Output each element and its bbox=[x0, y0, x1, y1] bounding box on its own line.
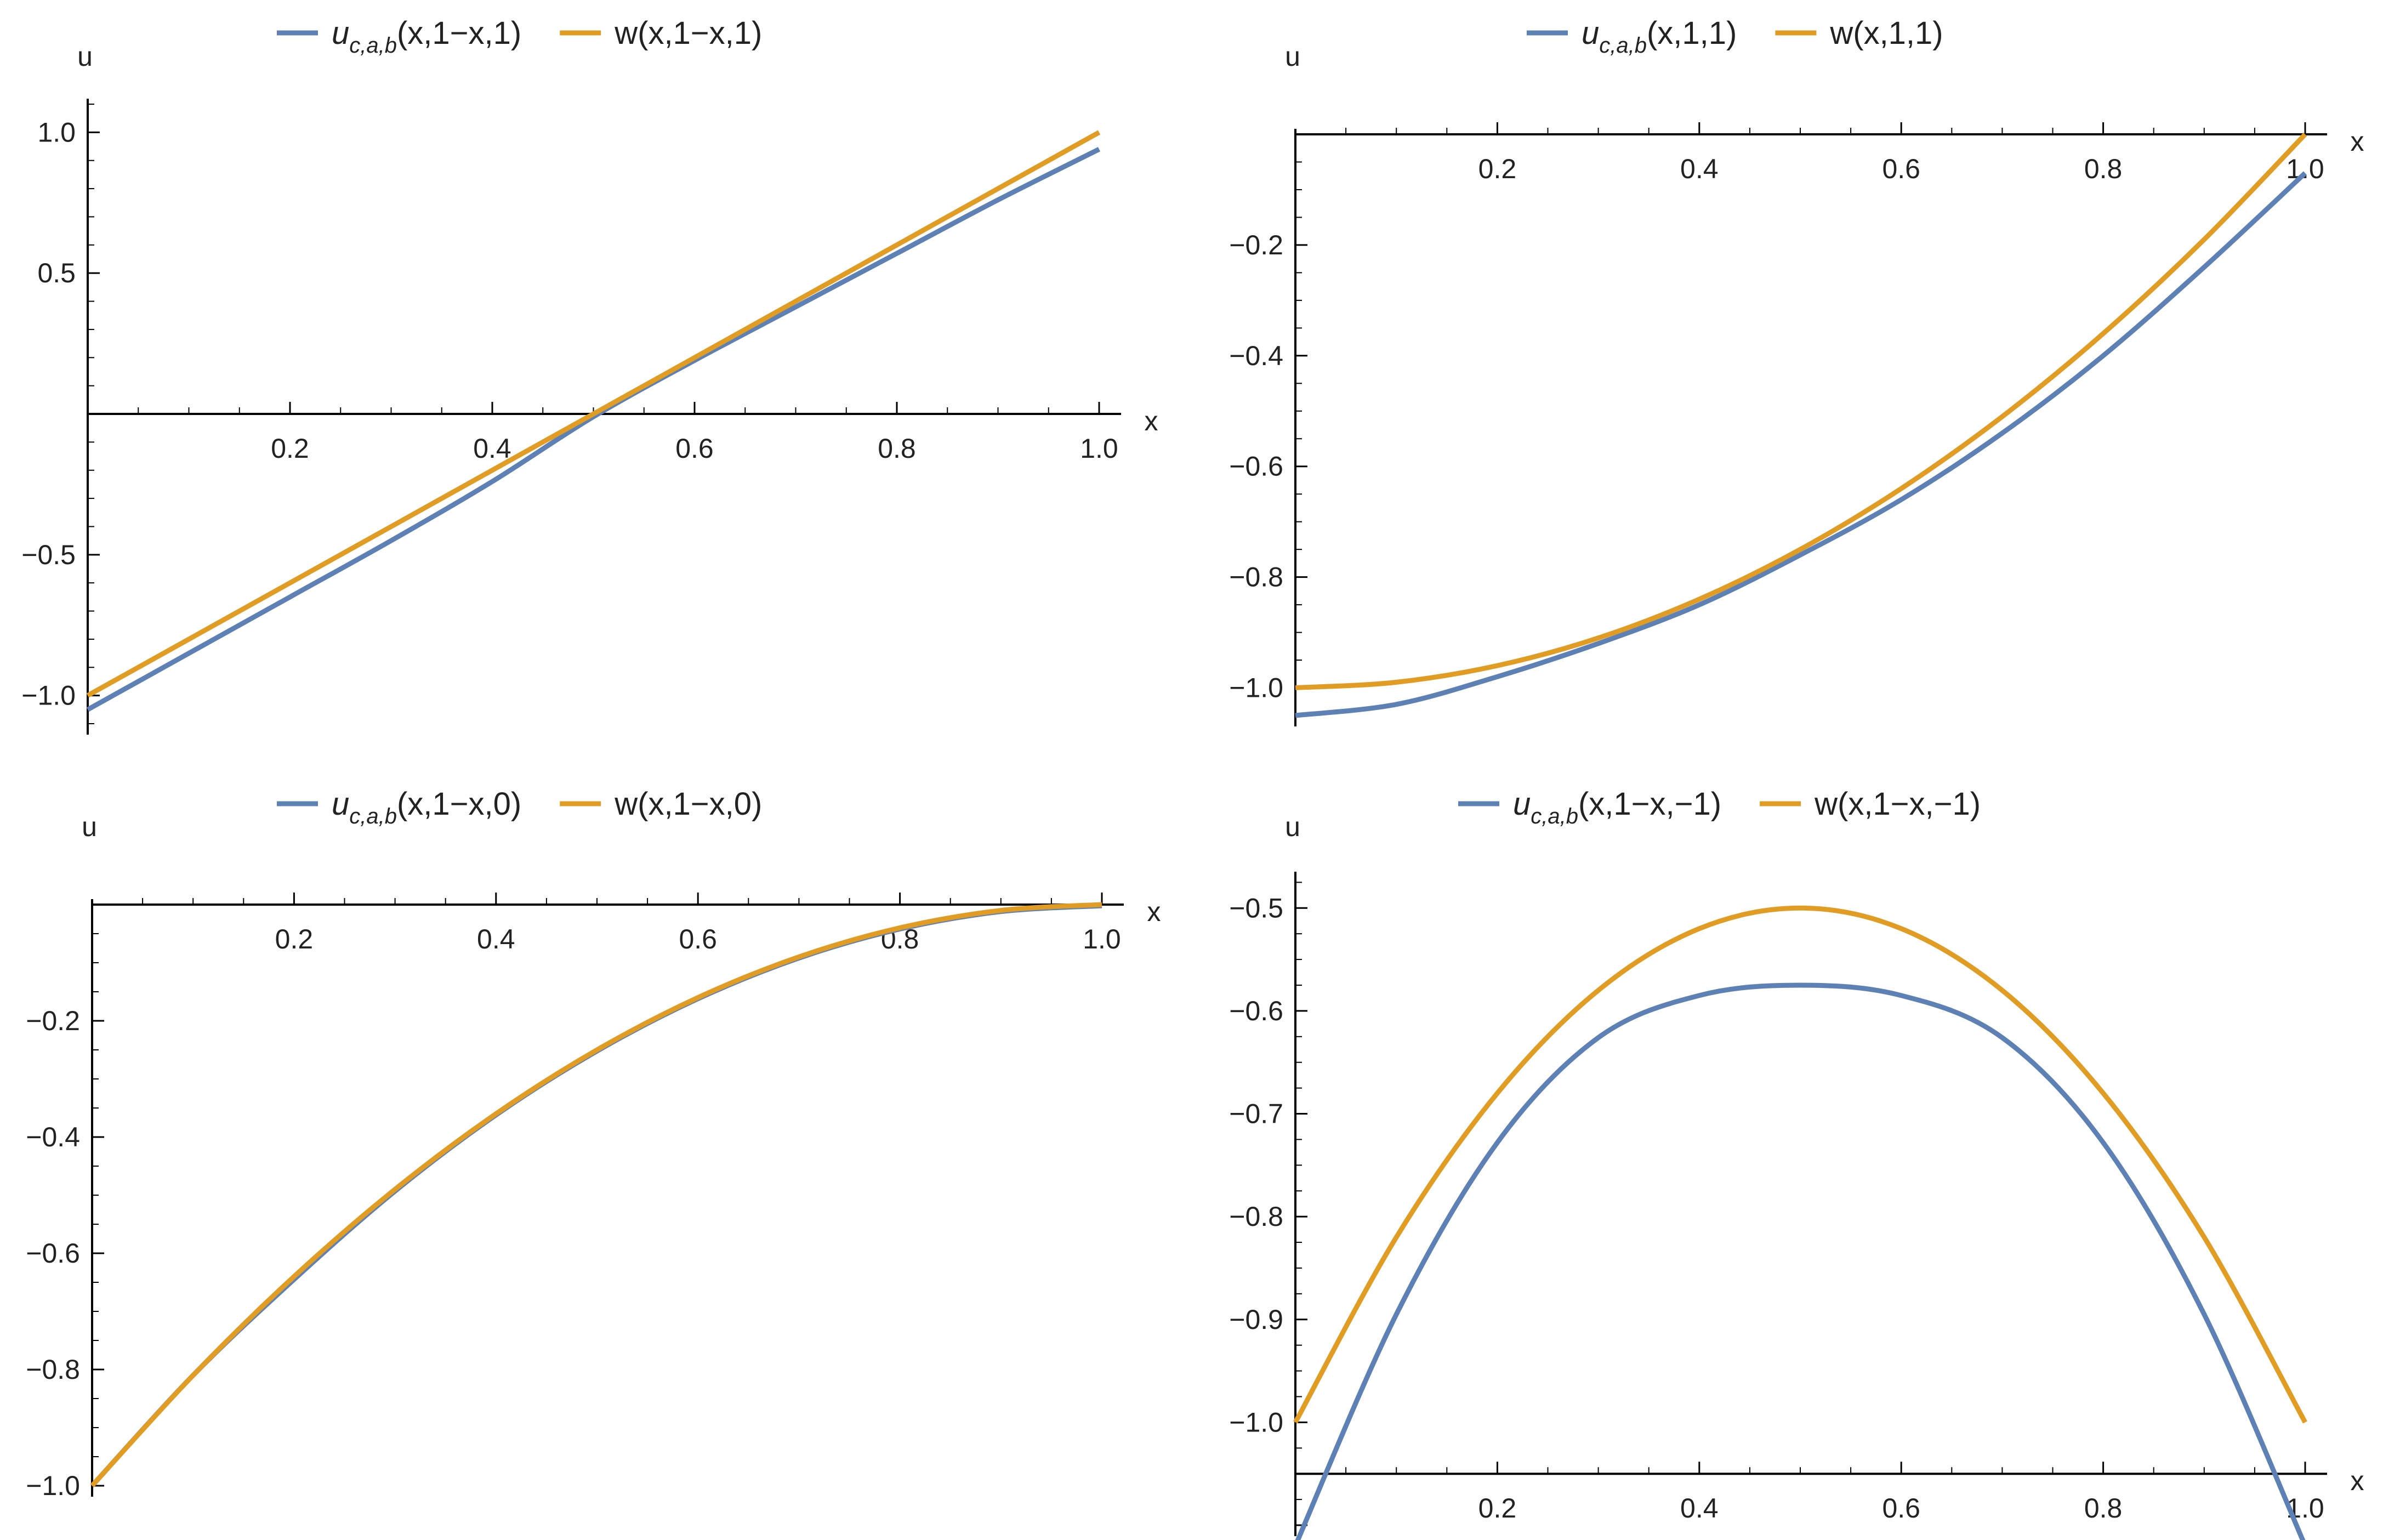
y-tick-label: 1.0 bbox=[37, 117, 76, 147]
x-tick-label: 0.2 bbox=[271, 433, 309, 464]
y-tick-label: −0.6 bbox=[1229, 451, 1283, 482]
x-tick-label: 1.0 bbox=[1083, 924, 1121, 954]
legend-subscript: c,a,b bbox=[349, 33, 397, 58]
series-line-w bbox=[86, 130, 1101, 698]
legend-entry: w(x,1−x,−1) bbox=[1814, 786, 1981, 822]
legend-entry: w(x,1,1) bbox=[1829, 15, 1943, 51]
legend-base: w bbox=[1829, 15, 1853, 51]
legend-entry: w(x,1−x,0) bbox=[614, 786, 762, 822]
series-line-w bbox=[90, 902, 1102, 1488]
legend-entry: uc,a,b(x,1−x,0) bbox=[332, 786, 521, 828]
y-tick-label: −0.4 bbox=[1229, 340, 1283, 371]
legend-entry: uc,a,b(x,1−x,1) bbox=[332, 15, 521, 58]
y-tick-label: −0.4 bbox=[26, 1122, 80, 1152]
x-tick-label: 0.6 bbox=[679, 924, 717, 954]
x-tick-label: 0.4 bbox=[473, 433, 511, 464]
x-tick-label: 0.2 bbox=[1478, 154, 1517, 184]
series-line-w bbox=[1295, 132, 2307, 690]
y-axis-label: u bbox=[77, 41, 93, 72]
x-tick-label: 0.4 bbox=[1680, 154, 1719, 184]
x-tick-label: 0.2 bbox=[1478, 1493, 1517, 1524]
series-line-u bbox=[90, 903, 1102, 1488]
legend-base: w bbox=[614, 786, 638, 822]
y-tick-label: −1.0 bbox=[1229, 673, 1283, 703]
y-tick-label: −0.2 bbox=[26, 1005, 80, 1036]
x-axis-label: x bbox=[2351, 126, 2364, 157]
legend-base: u bbox=[1582, 15, 1599, 51]
x-tick-label: 0.6 bbox=[1882, 154, 1920, 184]
legend-args: (x,1,1) bbox=[1647, 15, 1737, 51]
x-tick-label: 1.0 bbox=[1080, 433, 1118, 464]
legend-base: u bbox=[332, 15, 349, 51]
series-line-u bbox=[86, 147, 1101, 712]
y-tick-label: −0.6 bbox=[1229, 996, 1283, 1026]
y-tick-label: −0.9 bbox=[1229, 1304, 1283, 1335]
panel-bottom-left: 0.2 0.4 0.6 0.8 1.0−0.2−0.4−0.6−0.8−1.0xuuc,… bbox=[26, 786, 1161, 1501]
y-tick-label: −0.6 bbox=[26, 1238, 80, 1269]
y-tick-label: −1.0 bbox=[26, 1470, 80, 1501]
x-tick-label: 0.8 bbox=[878, 433, 916, 464]
legend-base: u bbox=[332, 786, 349, 822]
x-tick-label: 0.4 bbox=[477, 924, 515, 954]
x-axis-label: x bbox=[1145, 406, 1158, 436]
legend-args: (x,1−x,0) bbox=[638, 786, 762, 822]
x-tick-label: 0.4 bbox=[1680, 1493, 1719, 1524]
series-line-u bbox=[1295, 171, 2307, 718]
legend-subscript: c,a,b bbox=[349, 804, 397, 828]
y-tick-label: −0.7 bbox=[1229, 1099, 1283, 1129]
x-tick-label: 0.2 bbox=[275, 924, 314, 954]
legend-entry: uc,a,b(x,1,1) bbox=[1582, 15, 1737, 58]
y-tick-label: −0.8 bbox=[26, 1354, 80, 1385]
x-tick-label: 0.8 bbox=[2084, 154, 2123, 184]
legend-args: (x,1−x,0) bbox=[397, 786, 521, 822]
y-axis-label: u bbox=[1285, 41, 1300, 72]
y-tick-label: −0.8 bbox=[1229, 1201, 1283, 1232]
series-line-u bbox=[1295, 982, 2306, 1540]
panel-top-right: 0.2 0.4 0.6 0.8 1.0−0.2−0.4−0.6−0.8−1.0xuuc,… bbox=[1229, 15, 2364, 726]
legend-base: u bbox=[1513, 786, 1531, 822]
y-tick-label: 0.5 bbox=[37, 258, 76, 288]
y-tick-label: −1.0 bbox=[1229, 1407, 1283, 1437]
y-axis-label: u bbox=[82, 811, 97, 842]
legend-subscript: c,a,b bbox=[1531, 804, 1578, 828]
legend-args: (x,1−x,1) bbox=[638, 15, 762, 51]
y-tick-label: −0.8 bbox=[1229, 562, 1283, 593]
panel-bottom-right: 0.2 0.4 0.6 0.8 1.0−0.5−0.6−0.7−0.8−0.9−1.0x… bbox=[1229, 786, 2364, 1540]
legend-args: (x,1−x,−1) bbox=[1838, 786, 1981, 822]
series-line-w bbox=[1293, 905, 2307, 1424]
legend-base: w bbox=[1814, 786, 1838, 822]
x-axis-label: x bbox=[2351, 1465, 2364, 1496]
y-axis-label: u bbox=[1285, 811, 1300, 842]
legend-entry: uc,a,b(x,1−x,−1) bbox=[1513, 786, 1721, 828]
y-tick-label: −0.5 bbox=[21, 539, 76, 570]
legend-entry: w(x,1−x,1) bbox=[614, 15, 762, 51]
legend-args: (x,1−x,1) bbox=[397, 15, 521, 51]
panel-top-left: 0.2 0.4 0.6 0.8 1.0−1.0−0.50.51.0xuuc,a,b(x,… bbox=[21, 15, 1158, 735]
y-tick-label: −0.5 bbox=[1229, 893, 1283, 923]
y-tick-label: −0.2 bbox=[1229, 230, 1283, 260]
legend-base: w bbox=[614, 15, 638, 51]
x-tick-label: 1.0 bbox=[2286, 154, 2324, 184]
y-tick-label: −1.0 bbox=[21, 680, 76, 711]
x-axis-label: x bbox=[1147, 896, 1161, 927]
legend-args: (x,1,1) bbox=[1853, 15, 1943, 51]
x-tick-label: 0.8 bbox=[2084, 1493, 2123, 1524]
x-tick-label: 0.6 bbox=[1882, 1493, 1920, 1524]
x-tick-label: 0.6 bbox=[675, 433, 714, 464]
legend-args: (x,1−x,−1) bbox=[1578, 786, 1721, 822]
legend-subscript: c,a,b bbox=[1599, 33, 1647, 58]
